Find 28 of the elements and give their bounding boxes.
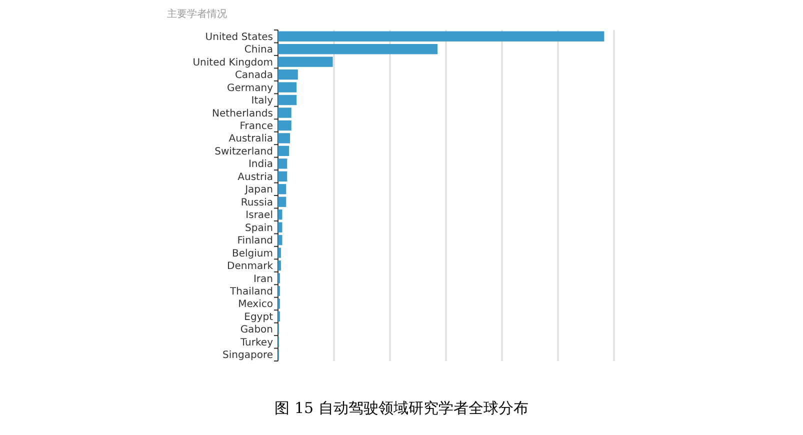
y-tick-label: Gabon <box>240 324 273 336</box>
y-tick-label: Switzerland <box>214 146 273 158</box>
y-tick-label: Mexico <box>238 299 273 310</box>
y-tick-label: Belgium <box>232 248 273 260</box>
y-tick-label: Spain <box>245 222 273 234</box>
caption: 图 15 自动驾驶领域研究学者全球分布 <box>274 399 528 417</box>
y-tick-label: Japan <box>244 184 273 196</box>
y-tick-label: Italy <box>251 96 274 107</box>
y-tick-label: Denmark <box>227 261 274 272</box>
y-tick-label: Iran <box>253 274 273 285</box>
y-tick-label: Turkey <box>239 337 274 348</box>
y-tick-label: Egypt <box>244 312 274 323</box>
y-tick-label: China <box>244 44 273 56</box>
y-tick-label: France <box>240 120 273 132</box>
y-tick-label: Germany <box>227 82 274 94</box>
y-tick-label: United States <box>205 32 273 43</box>
y-tick-label: Canada <box>234 70 273 82</box>
title: 主要学者情况 <box>167 9 227 20</box>
y-tick-label: Netherlands <box>212 108 273 120</box>
y-tick-label: Israel <box>246 210 273 222</box>
y-tick-label: Thailand <box>229 286 273 298</box>
y-tick-label: Russia <box>240 197 273 208</box>
y-tick-label: Singapore <box>222 350 273 362</box>
y-tick-label: Australia <box>228 134 273 145</box>
y-tick-label: United Kingdom <box>192 57 273 68</box>
y-tick-label: Austria <box>238 172 273 183</box>
y-tick-label: India <box>248 159 273 170</box>
y-tick-label: Finland <box>237 236 273 247</box>
